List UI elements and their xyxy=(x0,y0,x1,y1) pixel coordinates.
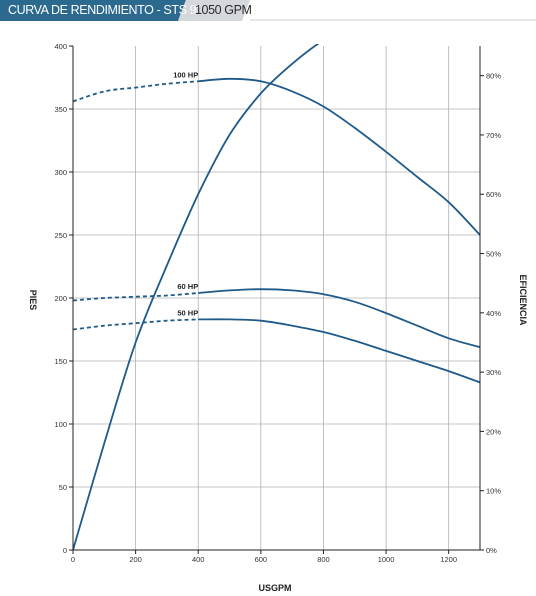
y-tick-label: 200 xyxy=(54,294,67,303)
curve-60-hp xyxy=(198,288,480,348)
y2-tick-label: 30% xyxy=(486,368,501,377)
header-model-bar xyxy=(178,0,250,21)
curve-100-hp-dashed xyxy=(73,80,199,103)
curve-50-hp xyxy=(198,318,480,384)
x-tick-label: 200 xyxy=(129,555,142,564)
curve-label-60-hp: 60 HP xyxy=(177,282,198,291)
y2-tick-label: 0% xyxy=(486,546,497,555)
y-tick-label: 400 xyxy=(54,42,67,51)
y2-axis-label: EFICIENCIA xyxy=(518,274,528,326)
y-tick-label: 300 xyxy=(54,168,67,177)
curve-eficiencia xyxy=(73,44,320,550)
y2-tick-label: 70% xyxy=(486,131,501,140)
chart-header: CURVA DE RENDIMIENTO - STS 9" 1050 GPM xyxy=(0,0,536,21)
curve-label-100-hp: 100 HP xyxy=(173,70,198,79)
curve-100-hp xyxy=(198,77,480,236)
y2-tick-label: 40% xyxy=(486,309,501,318)
plot-frame xyxy=(69,45,484,554)
x-tick-label: 400 xyxy=(192,555,205,564)
curve-60-hp-dashed xyxy=(73,292,199,302)
curves xyxy=(73,44,480,550)
y-tick-label: 350 xyxy=(54,105,67,114)
y-tick-label: 50 xyxy=(59,483,67,492)
header-banner xyxy=(0,0,536,21)
curve-50-hp-dashed xyxy=(73,318,199,331)
chart-model-label: 1050 GPM xyxy=(195,3,252,17)
chart-title: CURVA DE RENDIMIENTO - STS 9" xyxy=(8,3,201,17)
grid-lines xyxy=(73,46,480,550)
y-tick-label: 100 xyxy=(54,420,67,429)
x-tick-label: 1200 xyxy=(440,555,457,564)
y-tick-label: 250 xyxy=(54,231,67,240)
x-tick-label: 0 xyxy=(71,555,75,564)
header-title-bar xyxy=(0,0,186,21)
y2-tick-label: 10% xyxy=(486,487,501,496)
x-tick-label: 600 xyxy=(255,555,268,564)
x-tick-label: 1000 xyxy=(378,555,395,564)
tick-labels: 0 200 400 600 800 1000 1200 0 50 100 150 200 250 300 3… xyxy=(54,42,501,564)
y2-tick-label: 50% xyxy=(486,250,501,259)
y2-tick-label: 20% xyxy=(486,427,501,436)
y-tick-label: 150 xyxy=(54,357,67,366)
curve-label-50-hp: 50 HP xyxy=(177,308,198,317)
y-axis-label: PIES xyxy=(28,290,38,311)
y-tick-label: 0 xyxy=(63,546,67,555)
x-axis-label: USGPM xyxy=(258,583,291,593)
x-tick-label: 800 xyxy=(317,555,330,564)
y2-tick-label: 60% xyxy=(486,190,501,199)
curve-labels: 100 HP 60 HP 50 HP xyxy=(173,70,198,317)
y2-tick-label: 80% xyxy=(486,72,501,81)
